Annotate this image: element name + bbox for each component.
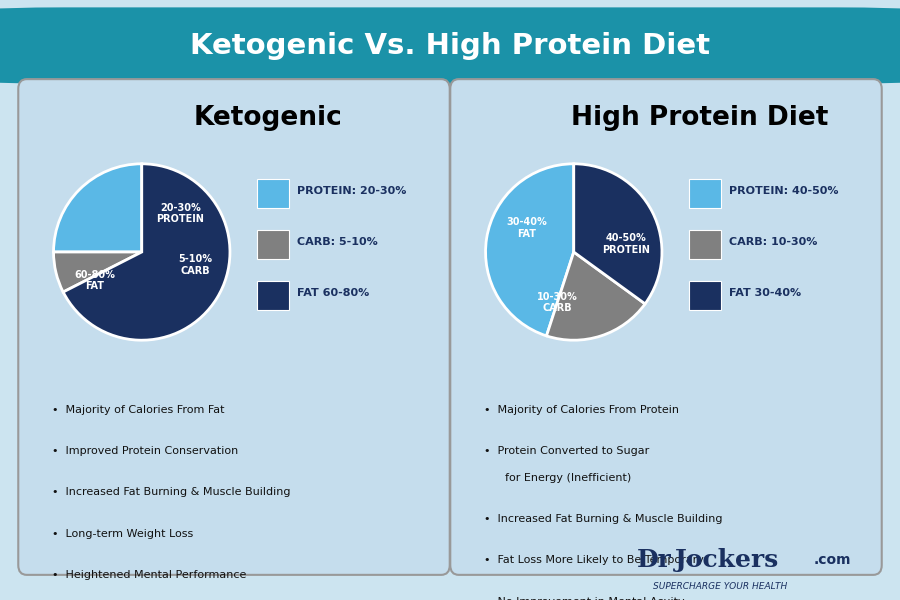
Text: •  Heightened Mental Performance: • Heightened Mental Performance [52,570,247,580]
Bar [689,281,721,310]
Wedge shape [54,164,142,252]
Text: 5-10%
CARB: 5-10% CARB [178,254,212,275]
Bar [257,179,289,208]
Wedge shape [486,164,574,336]
Wedge shape [63,164,230,340]
Text: 40-50%
PROTEIN: 40-50% PROTEIN [602,233,650,254]
Wedge shape [546,252,645,340]
Text: 60-80%
FAT: 60-80% FAT [75,270,115,292]
Text: High Protein Diet: High Protein Diet [572,105,829,131]
Text: Ketogenic: Ketogenic [194,105,342,131]
FancyBboxPatch shape [450,79,882,575]
Text: Ketogenic Vs. High Protein Diet: Ketogenic Vs. High Protein Diet [190,32,710,59]
Text: 10-30%
CARB: 10-30% CARB [537,292,578,313]
Text: for Energy (Inefficient): for Energy (Inefficient) [505,473,632,483]
Text: .com: .com [814,553,851,568]
Text: •  Fat Loss More Likely to Be Temporary: • Fat Loss More Likely to Be Temporary [484,556,704,565]
Text: Dr: Dr [636,548,671,572]
Text: FAT 30-40%: FAT 30-40% [729,288,802,298]
Text: •  Increased Fat Burning & Muscle Building: • Increased Fat Burning & Muscle Buildin… [484,514,723,524]
Text: •  Improved Protein Conservation: • Improved Protein Conservation [52,446,238,456]
Text: •  Increased Fat Burning & Muscle Building: • Increased Fat Burning & Muscle Buildin… [52,487,291,497]
Text: CARB: 5-10%: CARB: 5-10% [297,237,378,247]
Bar [689,230,721,259]
Text: Jockers: Jockers [675,548,778,572]
Bar [689,179,721,208]
Text: FAT 60-80%: FAT 60-80% [297,288,370,298]
Text: PROTEIN: 40-50%: PROTEIN: 40-50% [729,186,839,196]
Text: 30-40%
FAT: 30-40% FAT [506,217,547,239]
Wedge shape [54,252,142,292]
Bar [257,281,289,310]
Text: SUPERCHARGE YOUR HEALTH: SUPERCHARGE YOUR HEALTH [652,582,788,592]
Text: 20-30%
PROTEIN: 20-30% PROTEIN [157,203,204,224]
Wedge shape [574,164,662,304]
FancyBboxPatch shape [18,79,450,575]
Text: •  Protein Converted to Sugar: • Protein Converted to Sugar [484,446,650,456]
Bar [257,230,289,259]
Text: •  No Improvement in Mental Acuity: • No Improvement in Mental Acuity [484,597,685,600]
Text: PROTEIN: 20-30%: PROTEIN: 20-30% [297,186,407,196]
FancyBboxPatch shape [0,7,900,84]
Text: CARB: 10-30%: CARB: 10-30% [729,237,818,247]
Text: •  Long-term Weight Loss: • Long-term Weight Loss [52,529,194,539]
Text: •  Majority of Calories From Fat: • Majority of Calories From Fat [52,405,225,415]
Text: •  Majority of Calories From Protein: • Majority of Calories From Protein [484,405,680,415]
